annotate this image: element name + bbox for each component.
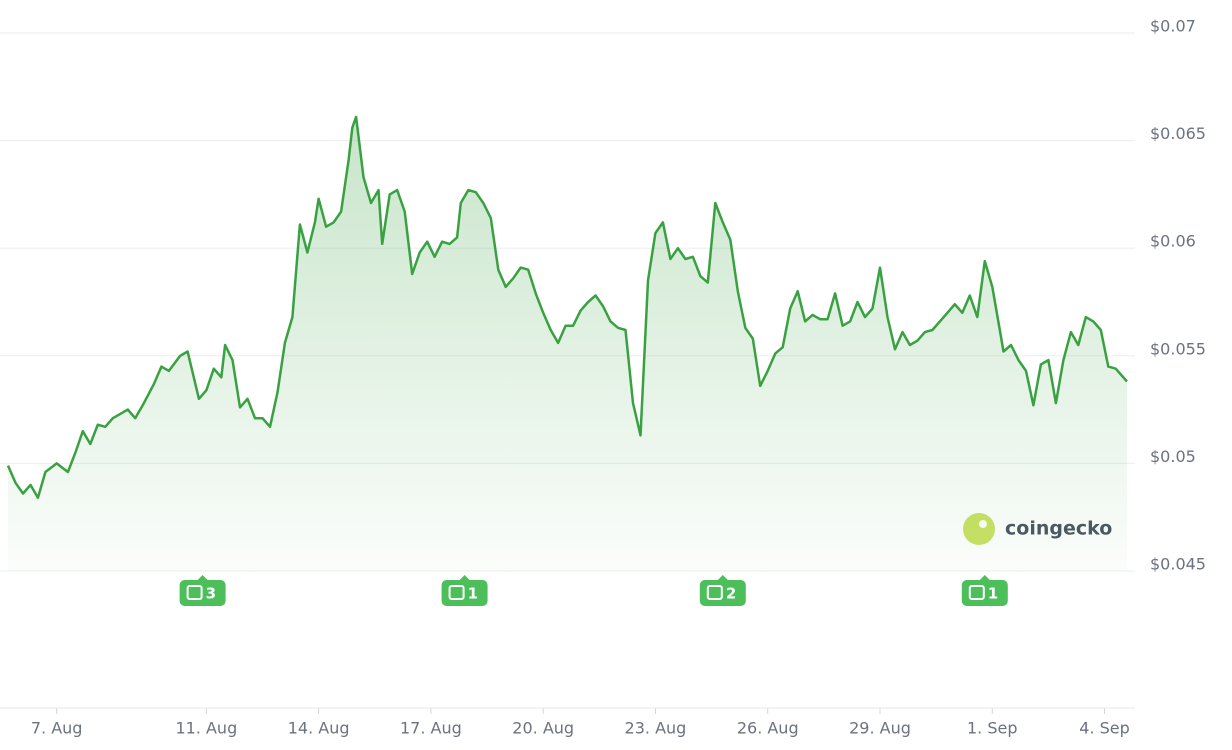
y-tick-label: $0.065	[1150, 124, 1206, 143]
news-badge[interactable]: 1	[961, 575, 1008, 606]
news-icon	[706, 585, 723, 600]
x-tick-label: 29. Aug	[849, 719, 911, 738]
badge-count: 1	[468, 585, 478, 603]
badge-pointer	[197, 575, 208, 580]
x-tick-label: 14. Aug	[288, 719, 350, 738]
x-tick-label: 20. Aug	[512, 719, 574, 738]
x-tick-label: 1. Sep	[967, 719, 1018, 738]
badge-count: 3	[206, 585, 216, 603]
price-line	[6, 115, 1128, 500]
badge-pointer	[979, 575, 990, 580]
area	[8, 116, 1127, 572]
badge-count: 1	[988, 585, 998, 603]
x-tick-label: 4. Sep	[1079, 719, 1130, 738]
badge-count: 2	[726, 585, 736, 603]
badge-pointer	[717, 575, 728, 580]
y-tick-label: $0.045	[1150, 555, 1206, 574]
x-tick-label: 26. Aug	[737, 719, 799, 738]
news-icon	[968, 585, 985, 600]
news-icon	[186, 585, 203, 600]
news-badge[interactable]: 2	[699, 575, 746, 606]
x-tick-label: 17. Aug	[400, 719, 462, 738]
y-tick-label: $0.07	[1150, 17, 1196, 36]
x-tick-label: 7. Aug	[31, 719, 83, 738]
news-badge[interactable]: 3	[179, 575, 226, 606]
x-tick-label: 23. Aug	[625, 719, 687, 738]
badge-pointer	[459, 575, 470, 580]
y-tick-label: $0.05	[1150, 447, 1196, 466]
news-icon	[448, 585, 465, 600]
news-badge[interactable]: 1	[441, 575, 488, 606]
x-tick-label: 11. Aug	[175, 719, 237, 738]
y-tick-label: $0.06	[1150, 232, 1196, 251]
y-tick-label: $0.055	[1150, 339, 1206, 358]
